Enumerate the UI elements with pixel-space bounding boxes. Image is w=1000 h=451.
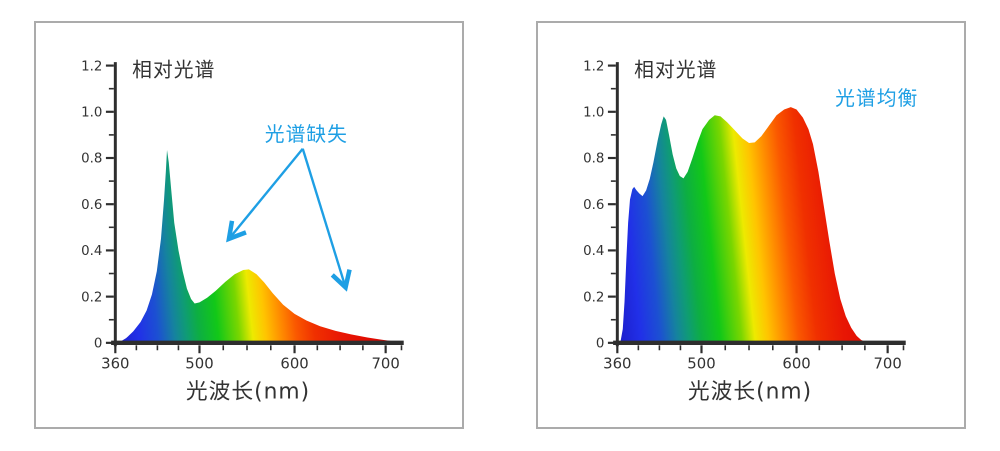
y-tick-labels: 0 0.2 0.4 0.6 0.8 1.0 1.2 (81, 59, 102, 351)
axis-ticks (607, 64, 905, 354)
annotation-spectrum-missing: 光谱缺失 (265, 123, 348, 146)
x-tick-labels: 360 500 600 700 (603, 355, 902, 373)
annotation-arrows (229, 148, 346, 288)
y-tick-label: 1.0 (583, 106, 604, 121)
annotation-arrow (301, 148, 346, 288)
y-tick-label: 0.6 (81, 198, 102, 213)
x-tick-label: 600 (782, 355, 810, 373)
y-tick-label: 0 (94, 337, 103, 352)
y-tick-label: 0.8 (81, 152, 102, 167)
y-tick-label: 0.4 (583, 244, 604, 259)
x-tick-label: 360 (603, 355, 631, 373)
y-tick-labels: 0 0.2 0.4 0.6 0.8 1.0 1.2 (583, 59, 604, 351)
y-tick-label: 0.2 (583, 290, 604, 305)
spectrum-area-fill (118, 149, 402, 343)
x-axis-title: 光波长(nm) (688, 379, 812, 404)
x-tick-label: 500 (687, 355, 715, 373)
y-tick-label: 1.2 (583, 59, 604, 74)
x-axis-title: 光波长(nm) (186, 379, 310, 404)
led-spectrum-chart-right: 0 0.2 0.4 0.6 0.8 1.0 1.2 360 500 600 700 相对光谱 光波… (583, 58, 918, 404)
spectrum-area-fill (620, 107, 870, 343)
y-tick-label: 1.2 (81, 59, 102, 74)
annotation-arrow (229, 148, 304, 239)
led-spectrum-chart-left: 0 0.2 0.4 0.6 0.8 1.0 1.2 360 500 600 700 相对光谱 光波… (81, 58, 404, 404)
chart-title: 相对光谱 (634, 58, 717, 81)
y-tick-label: 0 (596, 337, 605, 352)
x-tick-label: 700 (371, 355, 399, 373)
x-tick-label: 600 (280, 355, 308, 373)
spectrum-panel-right: 0 0.2 0.4 0.6 0.8 1.0 1.2 360 500 600 700 相对光谱 光波… (536, 21, 966, 429)
y-tick-label: 1.0 (81, 106, 102, 121)
axis-ticks (105, 64, 403, 354)
chart-title: 相对光谱 (132, 58, 215, 81)
y-tick-label: 0.2 (81, 290, 102, 305)
spectrum-panel-left: 0 0.2 0.4 0.6 0.8 1.0 1.2 360 500 600 700 相对光谱 光波… (34, 21, 464, 429)
y-tick-label: 0.8 (583, 152, 604, 167)
x-tick-labels: 360 500 600 700 (101, 355, 400, 373)
y-tick-label: 0.4 (81, 244, 102, 259)
x-tick-label: 500 (185, 355, 213, 373)
y-tick-label: 0.6 (583, 198, 604, 213)
x-tick-label: 700 (873, 355, 901, 373)
annotation-spectrum-balanced: 光谱均衡 (835, 87, 918, 110)
x-tick-label: 360 (101, 355, 129, 373)
